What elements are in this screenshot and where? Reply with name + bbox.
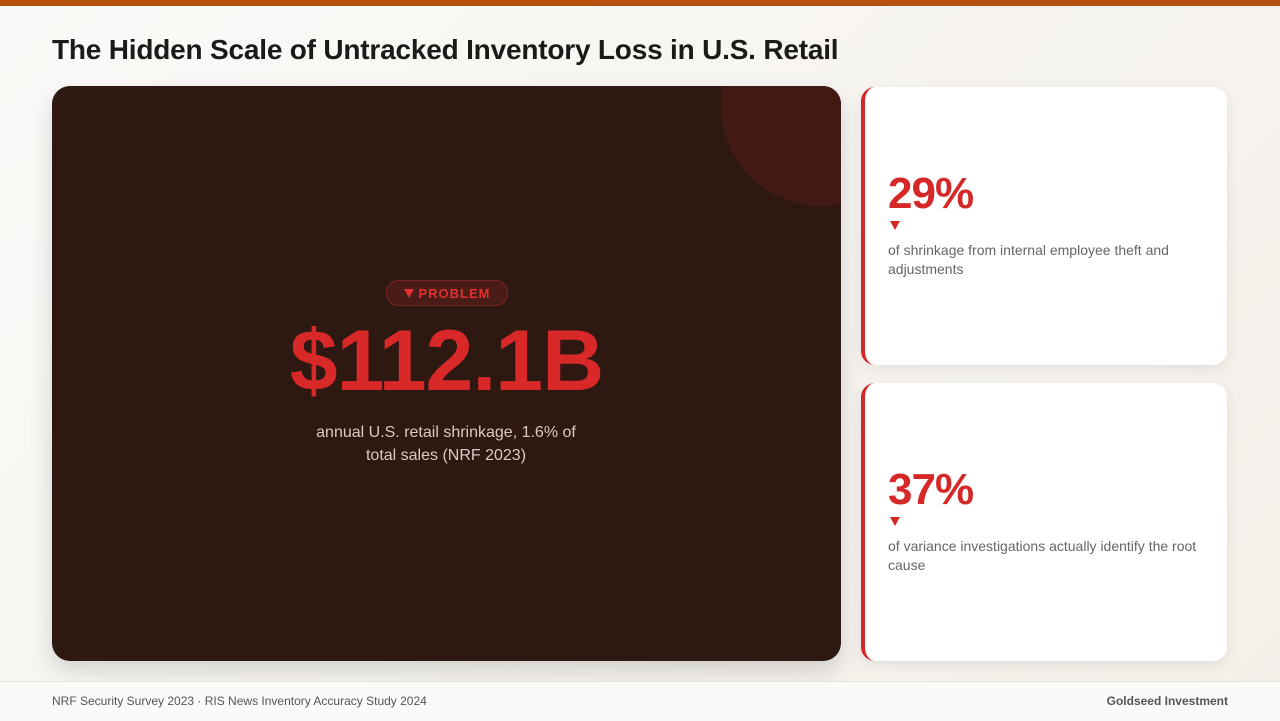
hero-value: $112.1B [289, 313, 604, 409]
stat-card: 29% of shrinkage from internal employee … [861, 87, 1227, 365]
down-icon [890, 517, 900, 526]
stat-value: 37% [888, 465, 974, 514]
hero-description: annual U.S. retail shrinkage, 1.6% of to… [316, 424, 576, 464]
stat-card: 37% of variance investigations actually … [861, 383, 1227, 661]
stat-value: 29% [888, 169, 974, 218]
title: The Hidden Scale of Untracked Inventory … [52, 34, 839, 65]
stat-description: of shrinkage from internal employee thef… [888, 242, 1169, 277]
stat-description: of variance investigations actually iden… [888, 538, 1197, 573]
badge-text: PROBLEM [418, 285, 491, 301]
footer: NRF Security Survey 2023 · RIS News Inve… [0, 681, 1280, 721]
down-icon [890, 221, 900, 230]
decor-circle [721, 86, 841, 206]
hero-panel: PROBLEM $112.1B annual U.S. retail shrin… [52, 86, 841, 661]
source: NRF Security Survey 2023 · RIS News Inve… [52, 694, 427, 708]
top-bar [0, 0, 1280, 6]
badge: PROBLEM [386, 280, 508, 306]
brand: Goldseed Investment [1106, 694, 1228, 708]
badge-icon [403, 288, 414, 298]
